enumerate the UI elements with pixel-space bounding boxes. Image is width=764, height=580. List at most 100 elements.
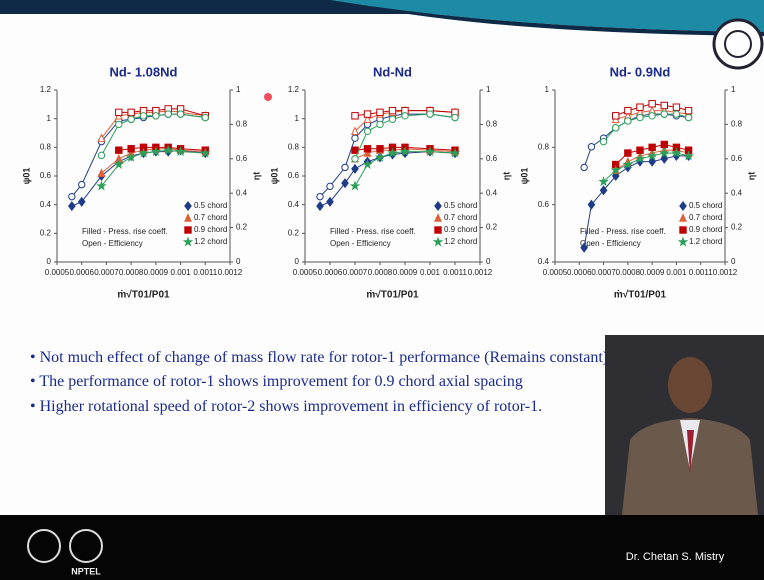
y2-tick-label: 0.6 bbox=[236, 154, 248, 163]
x-tick-label: 0.0009 bbox=[144, 268, 169, 277]
data-point bbox=[613, 113, 619, 119]
footer-logo-text: NPTEL bbox=[71, 566, 101, 576]
data-point bbox=[452, 114, 458, 120]
data-point bbox=[317, 193, 323, 199]
y-axis-label: ψ01 bbox=[519, 168, 529, 185]
data-point bbox=[364, 128, 370, 134]
presenter-video bbox=[605, 335, 764, 515]
data-point bbox=[673, 111, 679, 117]
legend-marker bbox=[185, 227, 191, 233]
data-point bbox=[402, 113, 408, 119]
annotation: Open - Efficiency bbox=[82, 239, 143, 248]
data-point bbox=[128, 109, 134, 115]
data-point bbox=[352, 135, 358, 141]
y-axis-label: ψ01 bbox=[269, 168, 279, 185]
annotation: Open - Efficiency bbox=[580, 239, 641, 248]
data-point bbox=[377, 109, 383, 115]
annotation: Filled - Press. rise coeff. bbox=[580, 227, 666, 236]
y-tick-label: 0.8 bbox=[538, 142, 550, 151]
x-tick-label: 0.001 bbox=[171, 268, 192, 277]
data-point bbox=[588, 144, 594, 150]
x-axis-label: ṁ√T01/P01 bbox=[117, 290, 170, 301]
annotation: Open - Efficiency bbox=[330, 239, 391, 248]
y2-tick-label: 0.2 bbox=[731, 223, 743, 232]
data-point bbox=[661, 102, 667, 108]
x-tick-label: 0.0008 bbox=[616, 268, 641, 277]
y-tick-label: 0.4 bbox=[288, 200, 300, 209]
x-tick-label: 0.0005 bbox=[543, 268, 568, 277]
x-tick-label: 0.0012 bbox=[218, 268, 243, 277]
legend-label: 1.2 chord bbox=[194, 237, 227, 246]
data-point bbox=[342, 164, 348, 170]
data-point bbox=[625, 118, 631, 124]
y2-tick-label: 0.4 bbox=[731, 188, 743, 197]
y2-tick-label: 0.8 bbox=[236, 120, 248, 129]
data-point bbox=[625, 150, 631, 156]
bullet: • The performance of rotor-1 shows impro… bbox=[30, 373, 523, 390]
chart-title: Nd- 1.08Nd bbox=[110, 64, 178, 79]
bullets: • Not much effect of change of mass flow… bbox=[30, 349, 608, 415]
y2-tick-label: 0.6 bbox=[486, 154, 498, 163]
x-tick-label: 0.0012 bbox=[468, 268, 493, 277]
x-tick-label: 0.0007 bbox=[94, 268, 119, 277]
data-point bbox=[649, 101, 655, 107]
legend-label: 0.9 chord bbox=[194, 225, 227, 234]
y2-tick-label: 1 bbox=[486, 85, 491, 94]
data-point bbox=[202, 114, 208, 120]
annotation: Filled - Press. rise coeff. bbox=[330, 227, 416, 236]
data-point bbox=[613, 125, 619, 131]
data-point bbox=[364, 146, 370, 152]
slide: Nd- 1.08Nd0.00050.00060.00070.00080.0009… bbox=[0, 0, 764, 580]
y-tick-label: 0.2 bbox=[288, 228, 300, 237]
legend-marker bbox=[680, 227, 686, 233]
x-tick-label: 0.0006 bbox=[318, 268, 343, 277]
data-point bbox=[352, 156, 358, 162]
legend-label: 1.2 chord bbox=[689, 237, 722, 246]
data-point bbox=[165, 111, 171, 117]
x-tick-label: 0.001 bbox=[420, 268, 441, 277]
x-tick-label: 0.001 bbox=[666, 268, 687, 277]
institute-logo bbox=[714, 20, 762, 68]
x-axis-label: ṁ√T01/P01 bbox=[614, 290, 667, 301]
data-point bbox=[649, 113, 655, 119]
data-point bbox=[352, 113, 358, 119]
data-point bbox=[116, 121, 122, 127]
data-point bbox=[116, 147, 122, 153]
presenter-head bbox=[668, 357, 712, 413]
data-point bbox=[98, 152, 104, 158]
data-point bbox=[128, 146, 134, 152]
y2-axis-label: ηt bbox=[501, 172, 511, 181]
data-point bbox=[352, 147, 358, 153]
data-point bbox=[389, 107, 395, 113]
x-tick-label: 0.0008 bbox=[119, 268, 144, 277]
x-tick-label: 0.0009 bbox=[640, 268, 665, 277]
y2-tick-label: 0.2 bbox=[486, 223, 498, 232]
legend-label: 0.5 chord bbox=[444, 201, 477, 210]
y-tick-label: 1 bbox=[295, 114, 300, 123]
y2-tick-label: 0 bbox=[236, 257, 241, 266]
data-point bbox=[389, 116, 395, 122]
x-tick-label: 0.0005 bbox=[45, 268, 70, 277]
data-point bbox=[427, 111, 433, 117]
y-tick-label: 0.4 bbox=[538, 257, 550, 266]
data-point bbox=[140, 113, 146, 119]
y-tick-label: 0.4 bbox=[40, 200, 52, 209]
data-point bbox=[685, 114, 691, 120]
x-tick-label: 0.0008 bbox=[368, 268, 393, 277]
y-tick-label: 0 bbox=[47, 257, 52, 266]
y2-tick-label: 0.4 bbox=[486, 188, 498, 197]
x-tick-label: 0.0006 bbox=[69, 268, 94, 277]
y2-tick-label: 0.8 bbox=[731, 120, 743, 129]
x-tick-label: 0.0011 bbox=[689, 268, 713, 277]
x-tick-label: 0.0009 bbox=[393, 268, 418, 277]
y-tick-label: 1.2 bbox=[40, 85, 52, 94]
data-point bbox=[116, 109, 122, 115]
data-point bbox=[637, 147, 643, 153]
legend-marker bbox=[435, 227, 441, 233]
data-point bbox=[177, 111, 183, 117]
y2-tick-label: 0.6 bbox=[731, 154, 743, 163]
y2-axis-label: ηt bbox=[746, 172, 756, 181]
y2-tick-label: 1 bbox=[731, 85, 736, 94]
y-tick-label: 0.6 bbox=[288, 171, 300, 180]
legend-label: 0.7 chord bbox=[194, 213, 227, 222]
